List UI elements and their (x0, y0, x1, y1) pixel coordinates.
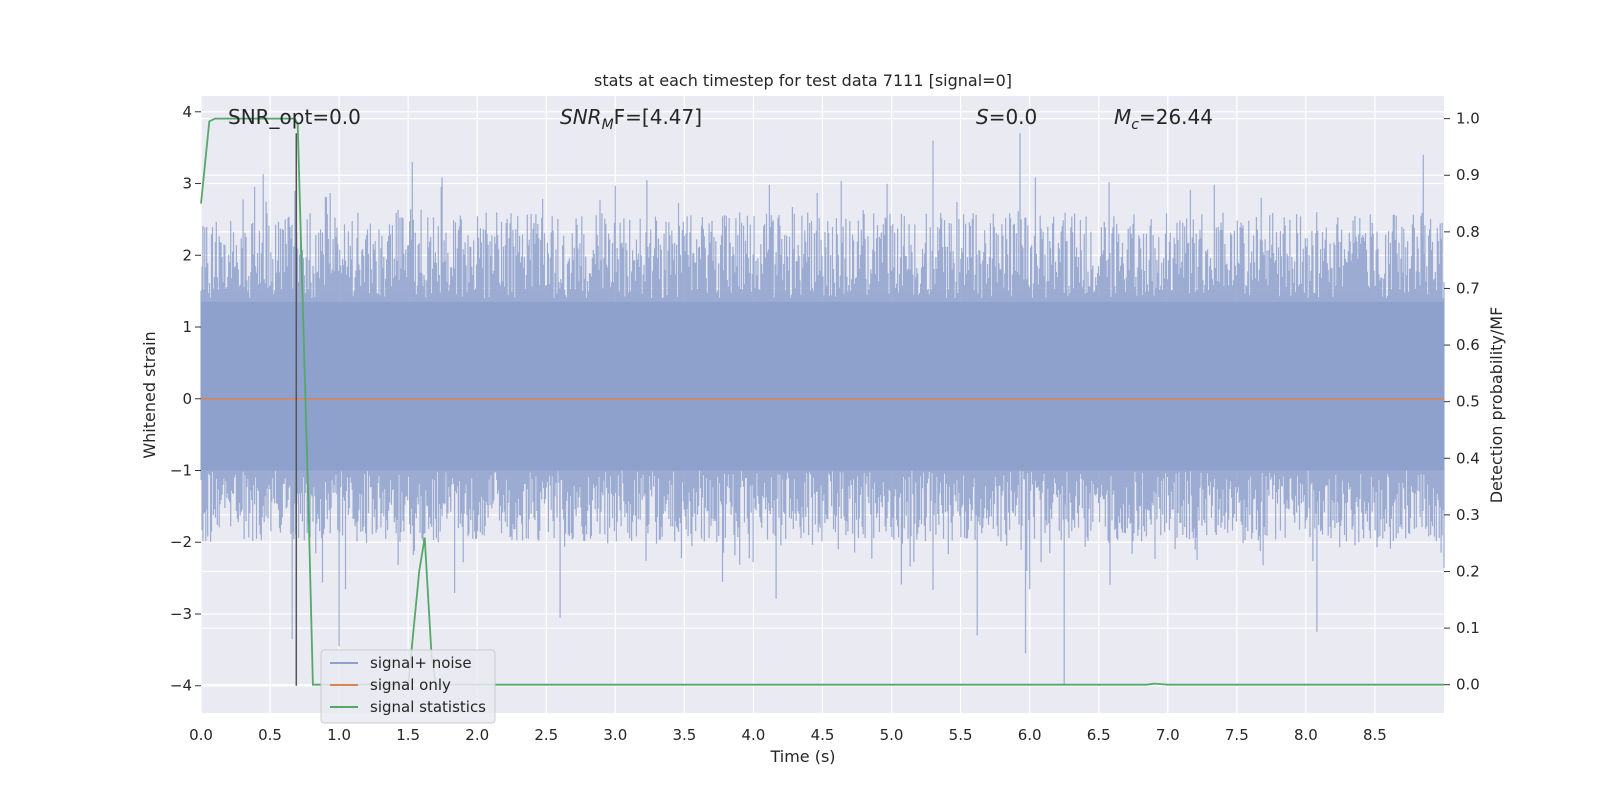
x-tick-label: 1.5 (396, 726, 420, 744)
legend: signal+ noise signal only signal statist… (320, 649, 496, 724)
legend-box (320, 649, 496, 724)
x-tick-label: 6.0 (1018, 726, 1042, 744)
x-tick-label: 6.5 (1087, 726, 1111, 744)
x-tick-label: 4.5 (811, 726, 835, 744)
x-tick-label: 2.5 (534, 726, 558, 744)
s-rest: =0.0 (989, 105, 1038, 129)
y-tick-label: 3 (182, 175, 192, 193)
noise-core-band (201, 301, 1444, 471)
s-main: S (976, 105, 989, 129)
y-tick-label: 2 (182, 246, 192, 264)
right-y-tick-labels: 1.0 0.9 0.8 0.7 0.6 0.5 0.4 0.3 0.2 0.1 0.0 (1444, 110, 1480, 694)
right-y-axis-label: Detection probability/MF (1487, 307, 1506, 504)
right-y-tick-label: 0.9 (1456, 166, 1480, 184)
x-tick-label: 7.5 (1225, 726, 1249, 744)
series-signal-plus-noise (200, 133, 1445, 686)
x-tick-label: 0.0 (189, 726, 213, 744)
series-signal-statistics (200, 117, 1444, 686)
right-y-tick-label: 0.6 (1456, 336, 1480, 354)
mc-rest: =26.44 (1139, 105, 1213, 129)
x-tick-label: 8.0 (1294, 726, 1318, 744)
x-tick-label: 7.0 (1156, 726, 1180, 744)
annotation-snr-opt: SNR_opt=0.0 (228, 105, 361, 129)
x-tick-label: 5.5 (949, 726, 973, 744)
chart-title: stats at each timestep for test data 711… (594, 71, 1012, 90)
x-tick-label: 4.0 (742, 726, 766, 744)
y-tick-label: 0 (182, 390, 192, 408)
y-tick-label: 4 (182, 103, 192, 121)
mc-sub: c (1131, 117, 1139, 133)
right-y-tick-label: 0.4 (1456, 449, 1480, 467)
annotation-snr-mf: SNRMF=[4.47] (560, 105, 702, 133)
snr-mf-sub: M (602, 117, 614, 133)
x-tick-labels: 0.0 0.5 1.0 1.5 2.0 2.5 3.0 3.5 4.0 4.5 5.0 5.5 6.0 6… (189, 726, 1387, 744)
right-y-tick-label: 0.2 (1456, 562, 1480, 580)
legend-label-stats: signal statistics (370, 698, 486, 716)
x-tick-label: 3.0 (603, 726, 627, 744)
legend-label-signal: signal only (370, 676, 451, 694)
y-tick-label: −4 (170, 677, 192, 695)
right-y-tick-label: 1.0 (1456, 110, 1480, 128)
mc-main: M (1114, 105, 1131, 129)
annotation-mc: Mc=26.44 (1114, 105, 1213, 133)
y-tick-label: −3 (170, 605, 192, 623)
annotation-s: S=0.0 (976, 105, 1037, 129)
x-tick-label: 1.0 (327, 726, 351, 744)
right-y-tick-label: 0.0 (1456, 676, 1480, 694)
right-y-tick-label: 0.7 (1456, 279, 1480, 297)
right-y-tick-label: 0.1 (1456, 619, 1480, 637)
signal-statistics-line (200, 117, 1444, 686)
y-tick-labels: 4 3 2 1 0 −1 −2 −3 −4 (170, 103, 201, 695)
x-tick-label: 5.0 (880, 726, 904, 744)
x-tick-label: 8.5 (1363, 726, 1387, 744)
y-tick-label: 1 (182, 318, 192, 336)
legend-label-noise: signal+ noise (370, 654, 472, 672)
y-tick-label: −2 (170, 533, 192, 551)
right-y-tick-label: 0.5 (1456, 393, 1480, 411)
x-tick-label: 0.5 (258, 726, 282, 744)
x-tick-label: 2.0 (465, 726, 489, 744)
y-tick-label: −1 (170, 462, 192, 480)
right-y-tick-label: 0.3 (1456, 506, 1480, 524)
x-axis-label: Time (s) (769, 747, 835, 766)
snr-mf-rest: F=[4.47] (614, 105, 702, 129)
right-y-tick-label: 0.8 (1456, 223, 1480, 241)
y-axis-label: Whitened strain (140, 331, 159, 458)
snr-mf-main: SNR (560, 105, 602, 129)
x-tick-label: 3.5 (672, 726, 696, 744)
